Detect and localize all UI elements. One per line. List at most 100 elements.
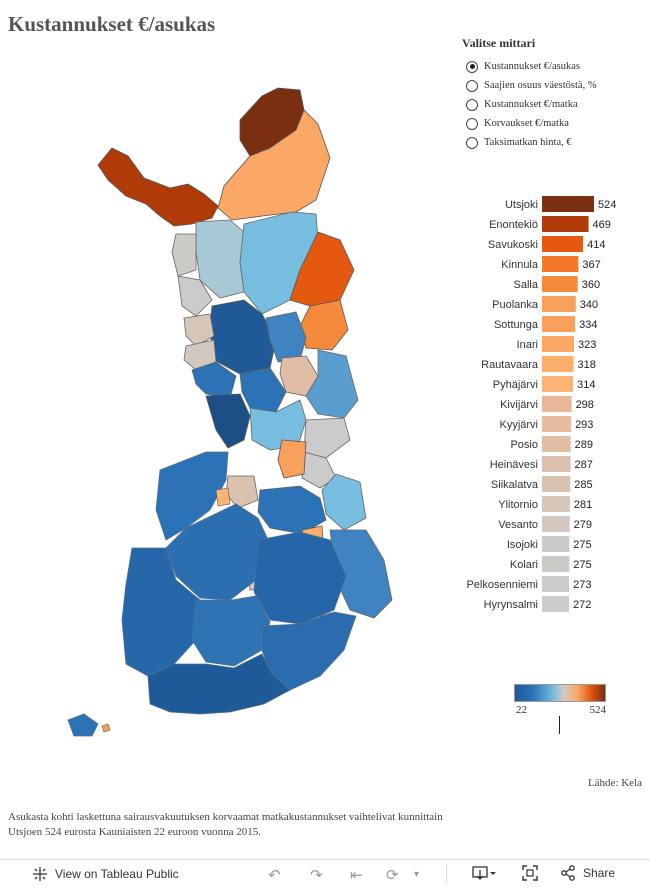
map-region-suomussalmi[interactable] [321, 473, 367, 531]
map-region-central-finland[interactable] [165, 503, 271, 601]
bar[interactable] [542, 536, 570, 552]
map-region-pyhajarvi[interactable] [215, 487, 231, 507]
option-korvaukset-matka[interactable]: Korvaukset €/matka [462, 114, 597, 133]
bar-value-label: 275 [573, 559, 591, 571]
revert-icon[interactable]: ⇤ [350, 867, 363, 884]
radio-icon[interactable] [466, 117, 478, 130]
color-legend: 22 524 [514, 684, 607, 734]
view-on-tableau-link[interactable]: View on Tableau Public [32, 866, 179, 882]
bar-value-label: 293 [575, 419, 593, 431]
bar-value-label: 275 [573, 539, 591, 551]
option-kustannukset-asukas[interactable]: Kustannukset €/asukas [462, 57, 597, 76]
legend-min: 22 [516, 704, 527, 716]
option-kustannukset-matka[interactable]: Kustannukset €/matka [462, 95, 597, 114]
map-region-sottunga[interactable] [101, 723, 111, 733]
map-region-south-east[interactable] [261, 611, 357, 691]
toolbar-divider [446, 864, 447, 884]
bar-category-label: Posio [510, 439, 538, 451]
map-region-oulu-area[interactable] [205, 393, 251, 449]
bar-category-label: Pyhäjärvi [493, 379, 538, 391]
refresh-dropdown-icon[interactable]: ▾ [414, 869, 420, 880]
bar-category-label: Siikalatva [491, 479, 539, 491]
bar[interactable] [542, 596, 569, 612]
map-region-kuusamo[interactable] [305, 349, 359, 419]
bar[interactable] [542, 476, 571, 492]
share-button[interactable]: Share [560, 865, 615, 881]
bar-value-label: 469 [593, 219, 611, 231]
map-region-taivalkoski[interactable] [303, 417, 351, 459]
bar[interactable] [542, 456, 571, 472]
bar-category-label: Salla [514, 279, 539, 291]
finland-choropleth-map[interactable] [0, 60, 440, 740]
legend-max: 524 [589, 704, 607, 716]
bar-value-label: 323 [578, 339, 596, 351]
bar[interactable] [542, 196, 594, 212]
option-taksimatkan-hinta[interactable]: Taksimatkan hinta, € [462, 133, 597, 152]
bar-value-label: 314 [577, 379, 595, 391]
bar[interactable] [542, 516, 570, 532]
bar[interactable] [542, 496, 570, 512]
radio-icon[interactable] [466, 136, 478, 149]
download-icon[interactable] [472, 865, 496, 881]
bar[interactable] [542, 276, 578, 292]
source-note: Lähde: Kela [587, 777, 642, 789]
redo-icon[interactable]: ↷ [310, 867, 323, 884]
map-region-enontekio[interactable] [97, 147, 219, 227]
bar-category-label: Ylitornio [498, 499, 538, 511]
map-region-siikalatva[interactable] [225, 475, 259, 509]
option-label: Korvaukset €/matka [484, 118, 569, 129]
bar-category-label: Rautavaara [481, 359, 539, 371]
option-label: Saajien osuus väestöstä, % [484, 80, 597, 91]
bar-category-label: Kyyjärvi [499, 419, 538, 431]
refresh-icon[interactable]: ⟳ [386, 867, 399, 884]
map-region-pudasjarvi[interactable] [249, 399, 307, 451]
bar[interactable] [542, 376, 574, 392]
option-saajien-osuus[interactable]: Saajien osuus väestöstä, % [462, 76, 597, 95]
map-region-kolari[interactable] [171, 233, 197, 277]
map-region-salla[interactable] [299, 299, 349, 351]
bar[interactable] [542, 356, 574, 372]
bar[interactable] [542, 416, 572, 432]
undo-icon[interactable]: ↶ [268, 867, 281, 884]
map-region-puolanka[interactable] [277, 439, 307, 479]
bar[interactable] [542, 576, 570, 592]
bar-category-label: Kolari [510, 559, 538, 571]
municipality-bar-chart: Utsjoki 524 Enontekiö 469 Savukoski 414 Kinnul… [466, 196, 616, 612]
option-label: Kustannukset €/matka [484, 99, 578, 110]
bar-value-label: 334 [579, 319, 597, 331]
map-region-savo[interactable] [253, 531, 347, 625]
option-label: Kustannukset €/asukas [484, 61, 580, 72]
map-region-inari[interactable] [217, 109, 331, 221]
map-region-kainuu-west[interactable] [257, 485, 327, 535]
bar[interactable] [542, 396, 572, 412]
radio-selected-icon[interactable] [466, 60, 478, 73]
bar[interactable] [542, 256, 579, 272]
bar[interactable] [542, 236, 584, 252]
bar[interactable] [542, 316, 576, 332]
bar-value-label: 414 [587, 239, 605, 251]
bar-category-label: Hyrynsalmi [484, 599, 538, 611]
map-region-ylitornio[interactable] [183, 313, 215, 347]
bar[interactable] [542, 336, 575, 352]
radio-icon[interactable] [466, 98, 478, 111]
map-region-ranua[interactable] [239, 367, 287, 413]
color-ramp [514, 684, 606, 702]
map-region-uusimaa[interactable] [147, 653, 291, 715]
option-label: Taksimatkan hinta, € [484, 137, 572, 148]
bar[interactable] [542, 556, 570, 572]
view-on-tableau-label: View on Tableau Public [55, 867, 179, 881]
fullscreen-icon[interactable] [522, 865, 538, 881]
bar[interactable] [542, 216, 589, 232]
bar-value-label: 298 [576, 399, 594, 411]
bar[interactable] [542, 296, 576, 312]
map-region-pello[interactable] [177, 275, 213, 317]
bar-value-label: 524 [598, 199, 616, 211]
bar[interactable] [542, 436, 571, 452]
bar-value-label: 289 [575, 439, 593, 451]
bar-category-label: Sottunga [494, 319, 539, 331]
radio-icon[interactable] [466, 79, 478, 92]
bar-value-label: 367 [582, 259, 600, 271]
map-region-ostrobothnia[interactable] [155, 451, 229, 541]
map-region-aland[interactable] [67, 713, 99, 737]
bar-category-label: Kivijärvi [500, 399, 538, 411]
